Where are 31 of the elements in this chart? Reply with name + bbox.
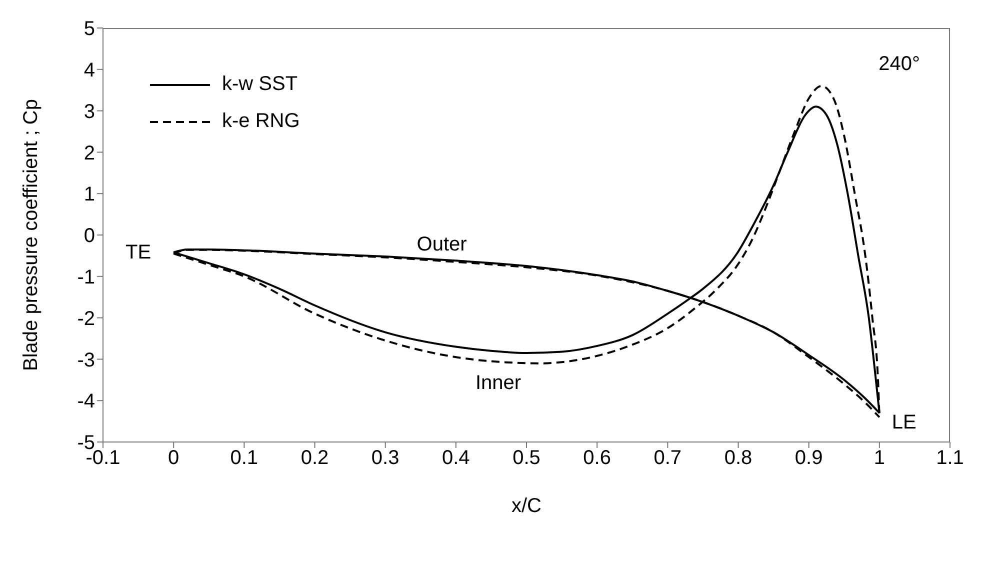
y-tick-label: -4 [77, 390, 95, 413]
x-tick-label: 0.6 [583, 447, 611, 470]
x-tick-label: 1 [874, 447, 885, 470]
legend-label: k-w SST [222, 73, 298, 96]
annotation: Outer [416, 233, 468, 256]
y-tick-label: 3 [84, 100, 95, 123]
y-tick-label: -3 [77, 349, 95, 372]
annotation: LE [892, 411, 916, 434]
annotation: TE [126, 242, 152, 264]
y-tick-label: -1 [77, 266, 95, 288]
x-tick-label: 0.1 [230, 447, 258, 470]
legend-label: k-e RNG [222, 110, 300, 133]
y-tick-label: -2 [77, 308, 95, 330]
x-tick-label: 0.9 [794, 447, 823, 470]
annotation: Inner [475, 372, 522, 394]
x-tick-label: 0.7 [654, 447, 682, 470]
x-axis-title: x/C [512, 495, 542, 517]
x-tick-label: 0.3 [371, 447, 400, 470]
y-tick-label: 5 [84, 18, 95, 40]
y-tick-label: 2 [84, 142, 95, 164]
x-tick-label: 0.8 [724, 447, 752, 470]
y-axis-title: Blade pressure coefficient ; Cp [20, 98, 42, 372]
y-tick-label: 0 [84, 225, 95, 248]
x-tick-label: 0.4 [442, 447, 470, 470]
x-tick-label: 0 [168, 447, 180, 470]
y-tick-label: 1 [84, 184, 95, 206]
annotation: 240° [878, 53, 920, 76]
x-tick-label: 0.2 [300, 447, 329, 470]
x-tick-label: 1.1 [936, 447, 964, 470]
x-tick-label: 0.5 [512, 447, 540, 470]
y-tick-label: 4 [84, 60, 95, 82]
